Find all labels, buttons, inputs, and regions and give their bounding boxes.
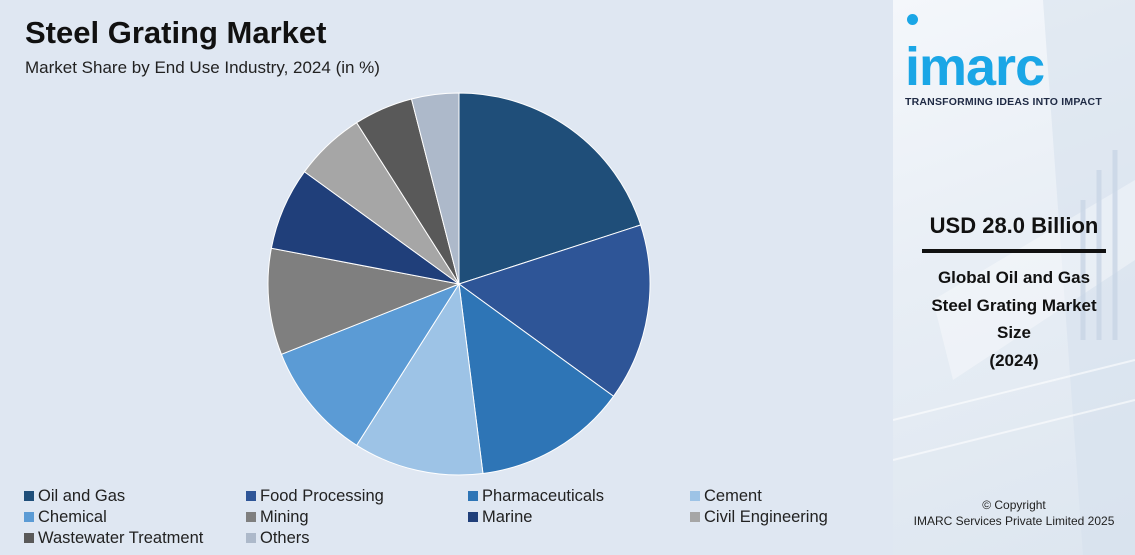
chart-title: Steel Grating Market	[25, 15, 327, 50]
legend-item: Chemical	[24, 508, 246, 526]
legend-label: Others	[260, 528, 310, 547]
legend-item: Food Processing	[246, 487, 468, 505]
legend-swatch	[246, 512, 256, 522]
logo-dot-icon	[907, 14, 918, 25]
legend-swatch	[24, 491, 34, 501]
legend-swatch	[690, 512, 700, 522]
market-description: Global Oil and Gas Steel Grating Market …	[905, 264, 1123, 374]
legend-swatch	[24, 533, 34, 543]
pie-slice-mining	[267, 247, 461, 355]
market-value: USD 28.0 Billion	[929, 213, 1099, 238]
description-line: Steel Grating Market	[931, 295, 1097, 315]
legend-swatch	[246, 491, 256, 501]
legend-label: Pharmaceuticals	[482, 486, 604, 505]
legend-item: Civil Engineering	[690, 508, 870, 526]
legend-label: Marine	[482, 507, 533, 526]
chart-subtitle: Market Share by End Use Industry, 2024 (…	[25, 58, 380, 77]
logo-wordmark: imarc	[905, 37, 1045, 97]
pie-slice-food-processing	[457, 224, 651, 397]
copyright-line: © Copyright	[982, 498, 1046, 512]
legend-label: Wastewater Treatment	[38, 528, 204, 547]
legend-item: Pharmaceuticals	[468, 487, 690, 505]
legend-item: Oil and Gas	[24, 487, 246, 505]
chart-legend: Oil and Gas Food Processing Pharmaceutical…	[24, 487, 884, 547]
legend-swatch	[690, 491, 700, 501]
legend-label: Mining	[260, 507, 309, 526]
imarc-logo: imarc TRANSFORMING IDEAS INTO IMPACT	[905, 14, 1125, 108]
legend-swatch	[246, 533, 256, 543]
legend-swatch	[24, 512, 34, 522]
chart-panel: Steel Grating Market Market Share by End…	[0, 0, 893, 555]
pie-chart	[267, 92, 651, 476]
legend-swatch	[468, 491, 478, 501]
legend-item: Mining	[246, 508, 468, 526]
copyright-line: IMARC Services Private Limited 2025	[913, 514, 1115, 528]
legend-item: Wastewater Treatment	[24, 529, 246, 547]
pie-slice-chemical	[280, 282, 461, 446]
legend-label: Civil Engineering	[704, 507, 828, 526]
background-decoration	[893, 0, 1135, 555]
description-line: (2024)	[989, 350, 1039, 370]
pie-slice-cement	[355, 282, 484, 476]
legend-label: Cement	[704, 486, 762, 505]
legend-item: Others	[246, 529, 468, 547]
side-panel: imarc TRANSFORMING IDEAS INTO IMPACT USD…	[893, 0, 1135, 555]
pie-slice-oil-and-gas	[458, 92, 642, 285]
legend-item: Marine	[468, 508, 690, 526]
description-line: Global Oil and Gas	[937, 268, 1091, 287]
pie-slice-pharmaceuticals	[458, 282, 615, 475]
legend-swatch	[468, 512, 478, 522]
description-line: Size	[996, 323, 1032, 342]
logo-tagline: TRANSFORMING IDEAS INTO IMPACT	[905, 96, 1102, 108]
legend-label: Oil and Gas	[38, 486, 126, 505]
legend-label: Food Processing	[260, 486, 384, 505]
value-divider	[922, 249, 1106, 253]
copyright: © Copyright IMARC Services Private Limit…	[893, 497, 1135, 529]
legend-label: Chemical	[38, 507, 107, 526]
legend-item: Cement	[690, 487, 870, 505]
pie-slice-others	[410, 92, 460, 285]
